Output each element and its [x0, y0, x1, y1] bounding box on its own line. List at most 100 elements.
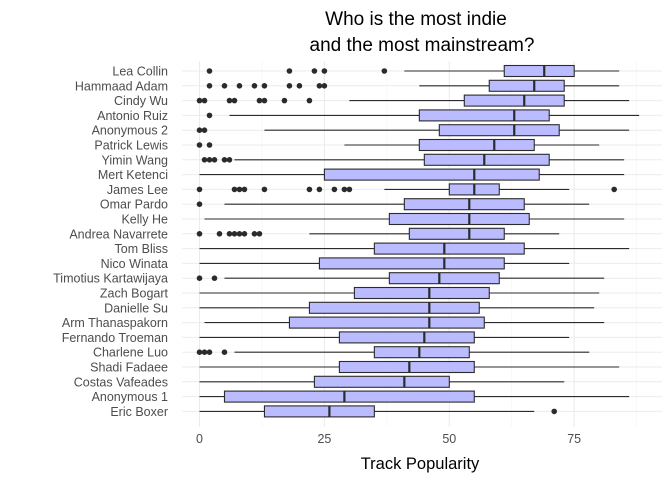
y-tick-label: Shadi Fadaee [90, 361, 168, 375]
y-tick-label: Timotius Kartawijaya [53, 272, 168, 286]
y-tick-label: Anonymous 2 [92, 124, 168, 138]
boxplot-arm-thanaspakorn [204, 316, 605, 329]
y-tick-label: Omar Pardo [100, 198, 168, 212]
boxplot-andrea-navarrete [196, 227, 560, 240]
outlier-point [306, 97, 313, 104]
outlier-point [236, 231, 243, 237]
boxplot-lea-collin [206, 64, 620, 78]
y-tick-label: Costas Vafeades [74, 375, 168, 389]
outlier-point [261, 186, 268, 193]
y-tick-label: Patrick Lewis [94, 139, 168, 153]
outlier-point [241, 186, 248, 193]
outlier-point [261, 83, 268, 89]
outlier-point [251, 83, 258, 89]
outlier-point [381, 68, 388, 74]
outlier-point [221, 83, 228, 89]
y-tick-label: Antonio Ruiz [97, 109, 168, 123]
outlier-point [196, 142, 203, 148]
outlier-point [321, 68, 328, 74]
iqr-box [288, 316, 485, 329]
x-tick-label: 0 [196, 432, 203, 446]
iqr-box [463, 94, 565, 107]
x-axis-title: Track Popularity [361, 455, 480, 473]
outlier-point [196, 201, 203, 207]
y-tick-label: Anonymous 1 [92, 390, 168, 404]
boxplot-series [196, 64, 640, 418]
outlier-point [231, 231, 238, 237]
iqr-box [388, 212, 530, 226]
outlier-point [256, 97, 263, 104]
boxplot-mert-ketenci [199, 168, 625, 181]
y-tick-label: Arm Thanaspakorn [62, 316, 168, 330]
y-tick-label: Mert Ketenci [98, 168, 168, 182]
iqr-box [488, 79, 565, 92]
iqr-box [503, 64, 575, 78]
boxplot-anonymous-1 [199, 390, 630, 403]
boxplot-yimin-wang [201, 153, 625, 166]
outlier-point [211, 157, 218, 163]
boxplot-charlene-luo [196, 346, 590, 359]
outlier-point [551, 408, 558, 415]
x-tick-label: 50 [442, 432, 456, 446]
outlier-point [236, 186, 243, 193]
outlier-point [256, 231, 263, 237]
outlier-point [216, 231, 223, 237]
iqr-box [408, 227, 505, 240]
outlier-point [196, 97, 203, 104]
iqr-box [418, 138, 535, 152]
boxplot-hammaad-adam [206, 79, 620, 92]
outlier-point [611, 186, 617, 193]
outlier-point [206, 83, 213, 89]
outlier-point [206, 68, 213, 74]
outlier-point [226, 231, 233, 237]
outlier-point [196, 231, 203, 237]
boxplot-nico-winata [199, 257, 570, 270]
boxplot-patrick-lewis [196, 138, 600, 152]
outlier-point [201, 127, 208, 133]
outlier-point [201, 157, 208, 163]
iqr-box [438, 124, 560, 137]
y-tick-label: Zach Bogart [100, 287, 169, 301]
y-tick-label: Yimin Wang [102, 153, 169, 167]
y-tick-label: Andrea Navarrete [69, 227, 168, 241]
boxplot-omar-pardo [196, 198, 590, 211]
iqr-box [338, 331, 475, 344]
outlier-point [241, 231, 248, 237]
outlier-point [236, 83, 243, 89]
outlier-point [206, 349, 213, 356]
outlier-point [281, 97, 288, 104]
outlier-point [321, 83, 328, 89]
outlier-point [196, 275, 203, 282]
iqr-box [373, 242, 525, 255]
outlier-point [286, 83, 293, 89]
iqr-box [403, 198, 525, 211]
y-tick-label: Hammaad Adam [75, 79, 168, 93]
outlier-point [201, 97, 208, 104]
iqr-box [223, 390, 475, 403]
outlier-point [316, 186, 323, 193]
y-tick-label: Fernando Troeman [62, 331, 168, 345]
x-tick-label: 25 [317, 432, 331, 446]
outlier-point [196, 349, 203, 356]
y-tick-label: Danielle Su [104, 301, 168, 315]
boxplot-anonymous-2 [196, 124, 630, 137]
boxplot-costas-vafeades [199, 375, 565, 388]
outlier-point [226, 97, 233, 104]
boxplot-fernando-troeman [199, 331, 570, 344]
outlier-point [341, 186, 348, 193]
iqr-box [318, 257, 505, 270]
outlier-point [211, 275, 218, 282]
outlier-point [206, 142, 213, 148]
outlier-point [206, 112, 213, 119]
y-tick-label: Nico Winata [101, 257, 168, 271]
outlier-point [196, 127, 203, 133]
iqr-box [338, 360, 475, 374]
x-axis-tick-labels: 0 25 50 75 [196, 432, 581, 446]
outlier-point [221, 157, 228, 163]
iqr-box [418, 109, 550, 122]
outlier-point [251, 231, 258, 237]
y-tick-label: Cindy Wu [114, 94, 168, 108]
iqr-box [388, 272, 500, 285]
outlier-point [226, 157, 233, 163]
